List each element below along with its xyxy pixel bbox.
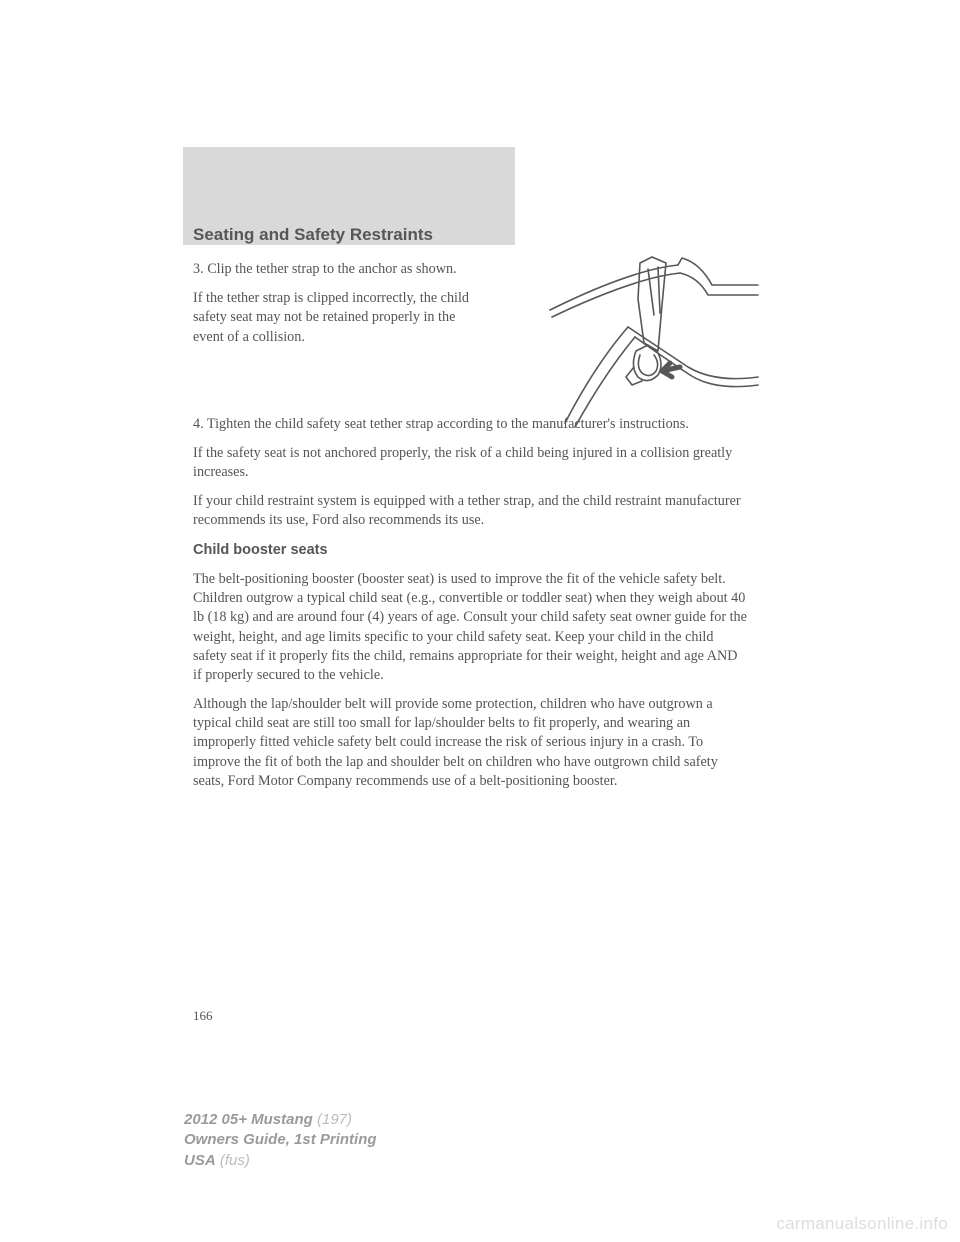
- step-3-text: 3. Clip the tether strap to the anchor a…: [193, 260, 478, 279]
- guide-title: Owners Guide, 1st Printing: [184, 1130, 377, 1150]
- region-label: USA: [184, 1152, 216, 1169]
- anchor-warning: If the safety seat is not anchored prope…: [193, 444, 748, 482]
- step-4-text: 4. Tighten the child safety seat tether …: [193, 415, 748, 434]
- tether-recommendation: If your child restraint system is equipp…: [193, 492, 748, 530]
- booster-paragraph-2: Although the lap/shoulder belt will prov…: [193, 695, 748, 791]
- footer-block: 2012 05+ Mustang (197) Owners Guide, 1st…: [184, 1110, 377, 1171]
- footer-line-1: 2012 05+ Mustang (197): [184, 1110, 377, 1130]
- manual-page: Seating and Safety Restraints: [0, 0, 960, 1242]
- child-booster-heading: Child booster seats: [193, 541, 748, 561]
- section-header: Seating and Safety Restraints: [193, 225, 433, 245]
- watermark-text: carmanualsonline.info: [776, 1214, 948, 1234]
- page-number: 166: [193, 1008, 213, 1024]
- booster-paragraph-1: The belt-positioning booster (booster se…: [193, 570, 748, 685]
- step-3-warning: If the tether strap is clipped incorrect…: [193, 289, 478, 347]
- illustration-spacer: [193, 357, 748, 415]
- vehicle-code: (197): [317, 1111, 352, 1128]
- body-content: 3. Clip the tether strap to the anchor a…: [193, 260, 748, 801]
- footer-line-3: USA (fus): [184, 1151, 377, 1171]
- vehicle-model: 2012 05+ Mustang: [184, 1111, 313, 1128]
- region-code: (fus): [220, 1152, 250, 1169]
